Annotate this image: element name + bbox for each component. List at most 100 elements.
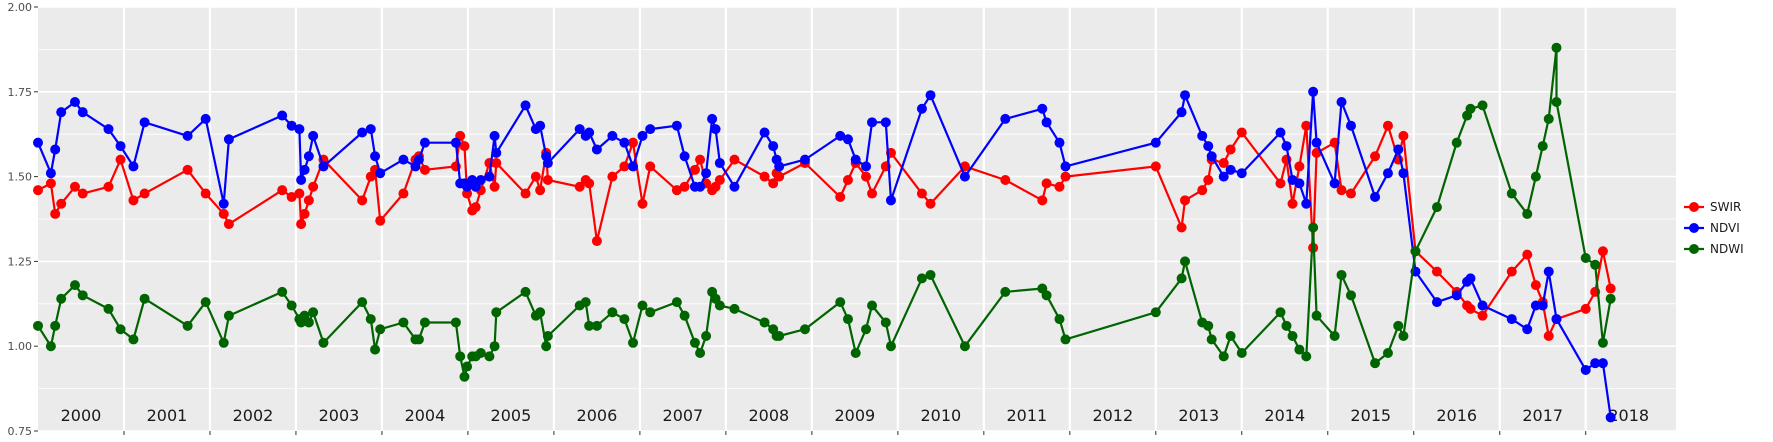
data-point-ndvi [475,174,486,185]
data-point-ndvi [296,174,307,185]
data-point-ndwi [182,320,193,331]
data-point-ndvi [370,151,381,162]
data-point-ndvi [842,134,853,145]
data-point-ndvi [861,161,872,172]
data-point-swir [1225,144,1236,155]
data-point-swir [1522,249,1533,260]
data-point-ndvi [710,124,721,135]
data-point-swir [1037,195,1048,206]
data-point-swir [1530,280,1541,291]
data-point-swir [835,191,846,202]
data-point-ndvi [628,161,639,172]
data-point-ndwi [69,280,80,291]
data-point-swir [1294,161,1305,172]
data-point-swir [679,181,690,192]
year-label: 2003 [319,406,360,425]
data-point-ndvi [223,134,234,145]
data-point-swir [115,154,126,165]
data-point-ndwi [1551,42,1562,53]
data-point-ndwi [1522,208,1533,219]
y-tick-label: 1.00 [8,340,33,353]
legend-key-point [1689,202,1699,212]
data-point-swir [1275,178,1286,189]
data-point-ndvi [1176,107,1187,118]
data-point-ndwi [1294,344,1305,355]
data-point-swir [1370,151,1381,162]
data-point-ndvi [679,151,690,162]
data-point-swir [1041,178,1052,189]
data-point-swir [1336,185,1347,196]
data-point-ndwi [637,300,648,311]
data-point-ndvi [1522,324,1533,335]
data-point-swir [50,208,61,219]
data-point-ndvi [139,117,150,128]
data-point-swir [1180,195,1191,206]
data-point-ndwi [1150,307,1161,318]
data-point-ndvi [1451,290,1462,301]
y-tick-label: 2.00 [8,1,33,14]
data-point-ndvi [1477,300,1488,311]
y-tick-label: 1.50 [8,171,33,184]
data-point-ndwi [1236,347,1247,358]
data-point-ndvi [294,124,305,135]
data-point-swir [459,141,470,152]
data-point-ndwi [759,317,770,328]
data-point-swir [375,215,386,226]
data-point-ndwi [729,303,740,314]
legend: SWIR NDVI NDWI [1684,200,1744,256]
data-point-ndvi [470,181,481,192]
data-point-swir [591,236,602,247]
year-label: 2004 [405,406,446,425]
data-point-ndwi [1218,351,1229,362]
data-point-ndvi [850,154,861,165]
data-point-swir [69,181,80,192]
data-point-ndvi [1203,141,1214,152]
data-point-ndvi [799,154,810,165]
data-point-ndwi [1225,331,1236,342]
data-point-ndvi [701,168,712,179]
data-point-swir [1477,310,1488,321]
data-point-swir [1197,185,1208,196]
data-point-ndwi [1597,337,1608,348]
data-point-ndwi [885,341,896,352]
data-point-swir [200,188,211,199]
data-point-ndwi [850,347,861,358]
year-label: 2001 [147,406,188,425]
data-point-swir [33,185,43,196]
data-point-ndvi [365,124,376,135]
data-point-swir [56,198,67,209]
data-point-ndwi [1551,96,1562,107]
data-point-swir [628,137,639,148]
data-point-ndvi [959,171,970,182]
data-point-ndwi [1180,256,1191,267]
data-point-ndwi [1054,314,1065,325]
data-point-ndwi [689,337,700,348]
data-point-ndvi [1590,358,1601,369]
data-point-ndvi [671,120,682,131]
data-point-ndwi [607,307,618,318]
data-point-ndwi [200,297,211,308]
year-label: 2006 [577,406,618,425]
data-point-ndwi [1477,100,1488,111]
data-point-ndwi [45,341,56,352]
data-point-ndvi [1393,144,1404,155]
legend-label-ndwi: NDWI [1710,242,1744,256]
data-point-ndvi [1000,113,1011,124]
data-point-ndvi [357,127,368,138]
data-point-swir [1398,130,1409,141]
data-point-ndwi [128,334,139,345]
data-point-swir [774,171,785,182]
data-point-swir [759,171,770,182]
year-label: 2000 [61,406,102,425]
data-point-swir [1218,158,1229,169]
data-point-ndvi [1597,358,1608,369]
data-point-swir [574,181,585,192]
data-point-ndwi [1329,331,1340,342]
year-label: 2016 [1436,406,1477,425]
data-point-ndwi [318,337,329,348]
data-point-ndwi [714,300,725,311]
year-label: 2018 [1608,406,1649,425]
data-point-ndwi [542,331,553,342]
data-point-swir [1597,246,1608,257]
data-point-ndwi [842,314,853,325]
